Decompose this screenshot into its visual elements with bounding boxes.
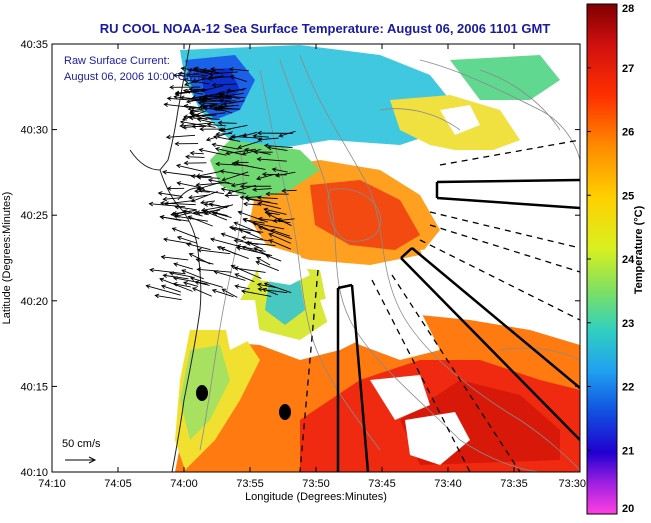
y-axis-label: Latitude (Degrees:Minutes)	[1, 192, 13, 325]
colorbar-tick-label: 25	[622, 190, 634, 202]
x-tick-label: 73:50	[302, 478, 330, 490]
colorbar	[587, 4, 617, 514]
x-tick-label: 73:45	[368, 478, 396, 490]
current-legend-line1: Raw Surface Current:	[64, 55, 170, 67]
colorbar-tick-label: 22	[622, 382, 634, 394]
x-tick-label: 74:05	[104, 478, 132, 490]
x-tick-label: 74:10	[38, 478, 66, 490]
x-tick-label: 73:55	[236, 478, 264, 490]
colorbar-tick-label: 27	[622, 63, 634, 75]
x-tick-label: 73:40	[434, 478, 462, 490]
x-axis-label: Longitude (Degrees:Minutes)	[245, 491, 387, 503]
colorbar-tick-label: 28	[622, 3, 634, 15]
x-tick-label: 73:35	[500, 478, 528, 490]
colorbar-label: Temperature (°C)	[633, 205, 645, 294]
colorbar-tick-label: 21	[622, 445, 634, 457]
station-marker-2	[279, 404, 291, 420]
station-marker-1	[196, 385, 208, 401]
colorbar-tick-label: 26	[622, 127, 634, 139]
y-tick-label: 40:20	[20, 296, 48, 308]
colorbar-tick-label: 23	[622, 318, 634, 330]
scale-label: 50 cm/s	[62, 438, 101, 450]
y-tick-label: 40:15	[20, 381, 48, 393]
y-tick-label: 40:25	[20, 210, 48, 222]
current-legend-line2: August 06, 2006 10:00 GMT	[64, 71, 202, 83]
x-tick-label: 73:30	[558, 478, 586, 490]
y-tick-label: 40:30	[20, 125, 48, 137]
colorbar-tick-label: 20	[622, 503, 634, 515]
x-tick-label: 74:00	[170, 478, 198, 490]
figure-title: RU COOL NOAA-12 Sea Surface Temperature:…	[100, 21, 551, 36]
current-vector	[218, 123, 236, 124]
y-tick-label: 40:35	[20, 39, 48, 51]
